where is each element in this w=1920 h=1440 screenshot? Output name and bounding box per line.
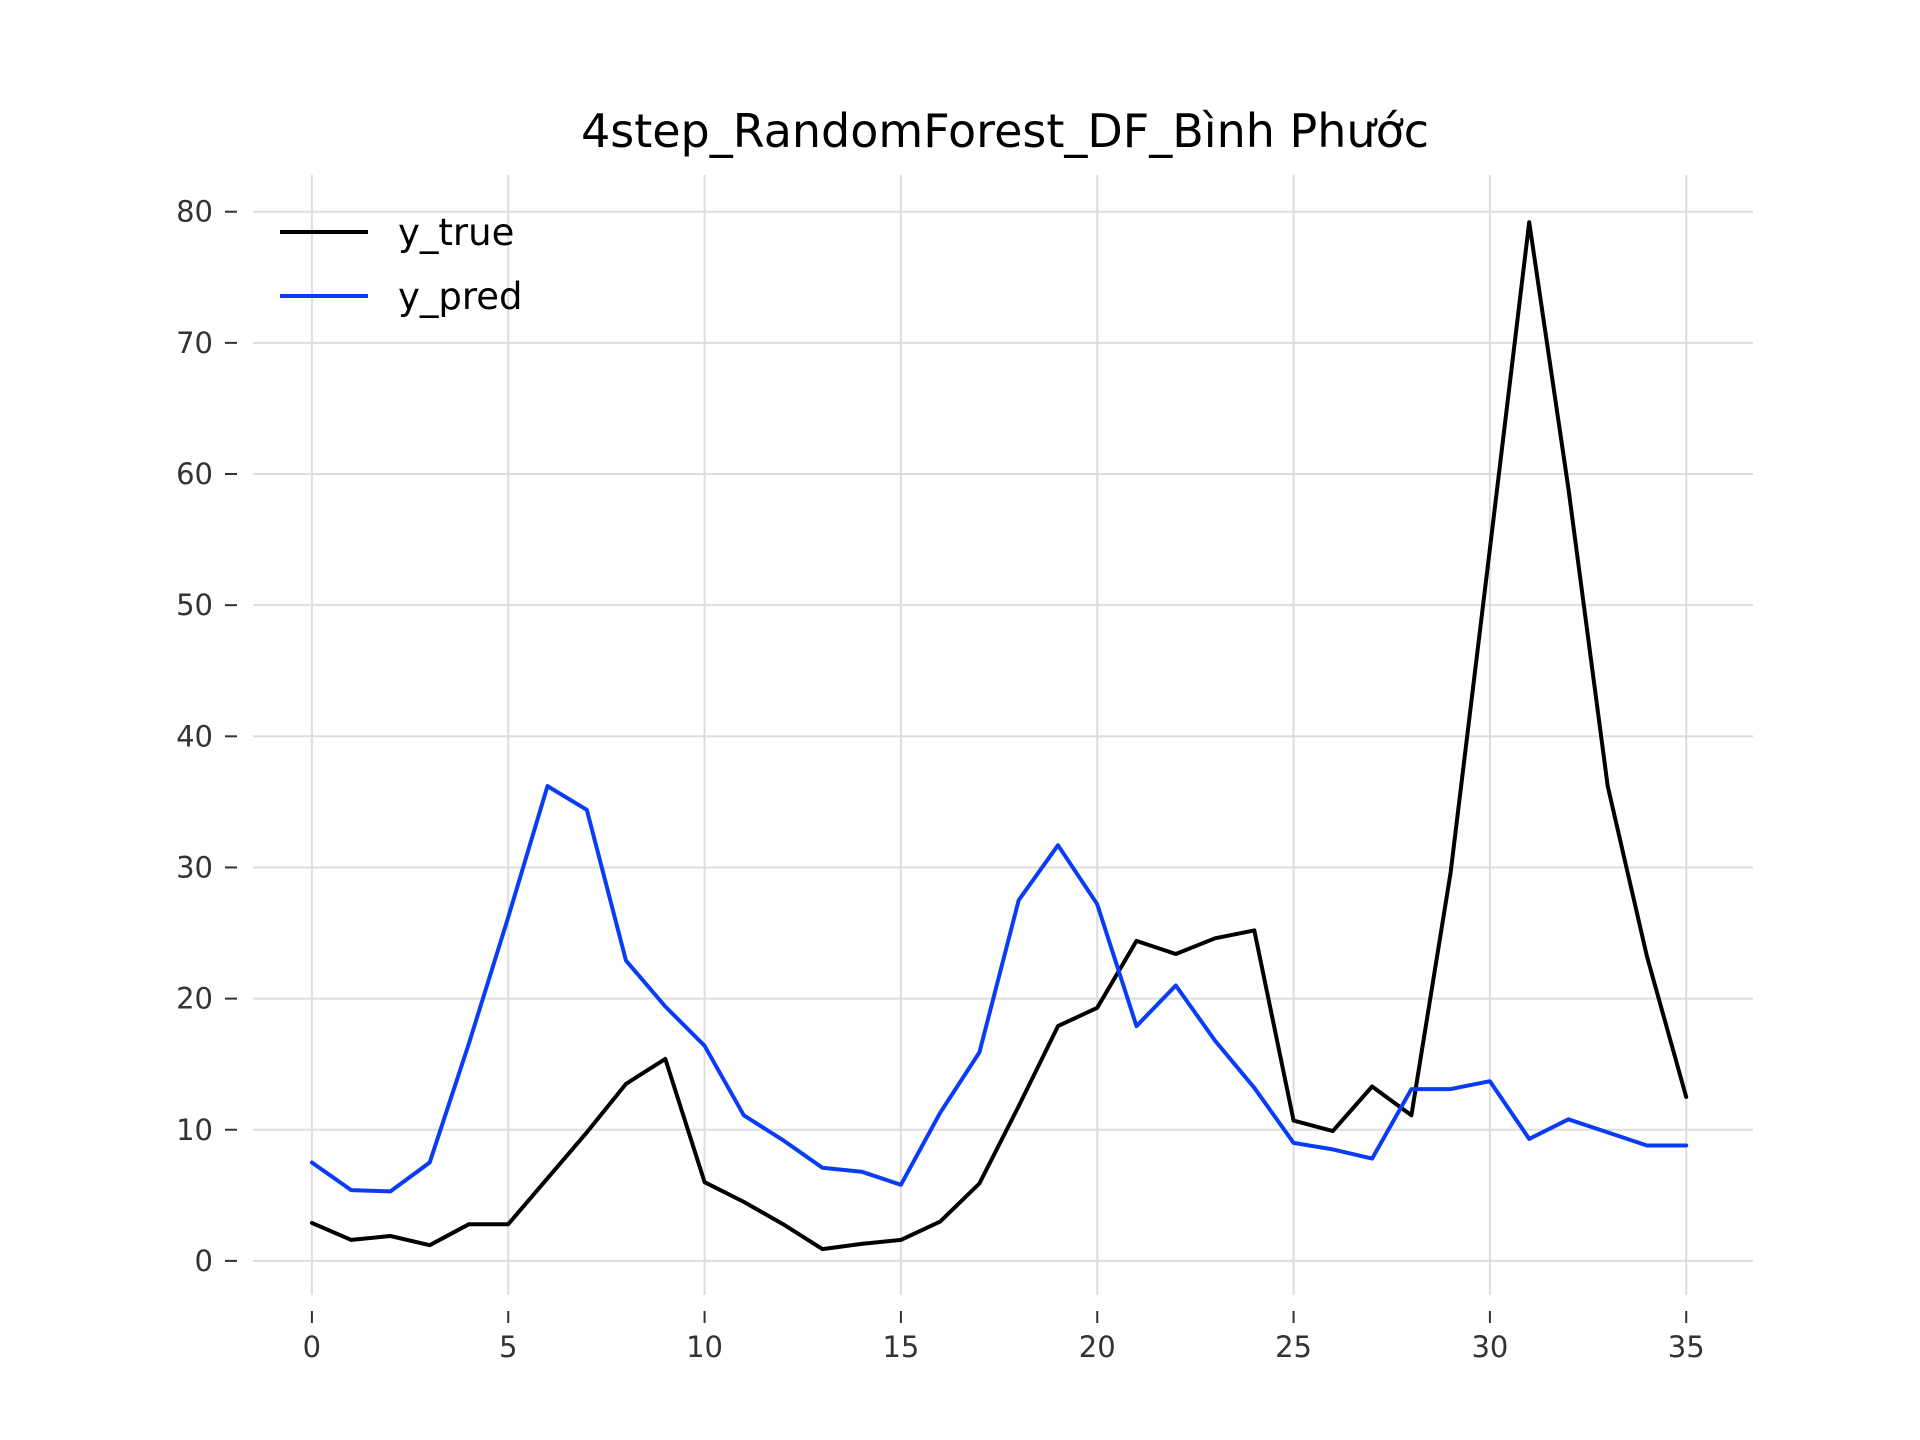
x-tick-label: 0: [303, 1330, 321, 1364]
chart-title: 4step_RandomForest_DF_Bình Phước: [581, 104, 1429, 158]
series-layer: [309, 220, 1689, 1252]
axes: 0 5 10 15 20 25 30 35 0 10 20 30 40 50 60 70 80: [176, 195, 1705, 1364]
y-tick-label: 60: [176, 457, 213, 491]
series-line-y-pred: [309, 784, 1689, 1194]
x-tick-label: 30: [1471, 1330, 1508, 1364]
x-tick-label: 5: [499, 1330, 517, 1364]
y-tick-label: 30: [176, 850, 213, 884]
x-tick-label: 35: [1668, 1330, 1705, 1364]
grid: [253, 175, 1753, 1295]
y-tick-label: 10: [176, 1113, 213, 1147]
x-tick-label: 15: [882, 1330, 919, 1364]
y-tick-label: 0: [195, 1244, 213, 1278]
x-tick-label: 10: [686, 1330, 723, 1364]
y-tick-label: 20: [176, 982, 213, 1016]
y-tick-label: 40: [176, 719, 213, 753]
legend: y_true y_pred: [280, 211, 523, 318]
series-line-y-true: [309, 220, 1689, 1252]
x-tick-label: 20: [1079, 1330, 1116, 1364]
legend-label-y-true: y_true: [398, 211, 514, 254]
x-tick-label: 25: [1275, 1330, 1312, 1364]
y-tick-label: 50: [176, 588, 213, 622]
y-tick-label: 80: [176, 195, 213, 229]
y-tick-label: 70: [176, 326, 213, 360]
legend-label-y-pred: y_pred: [398, 275, 523, 318]
